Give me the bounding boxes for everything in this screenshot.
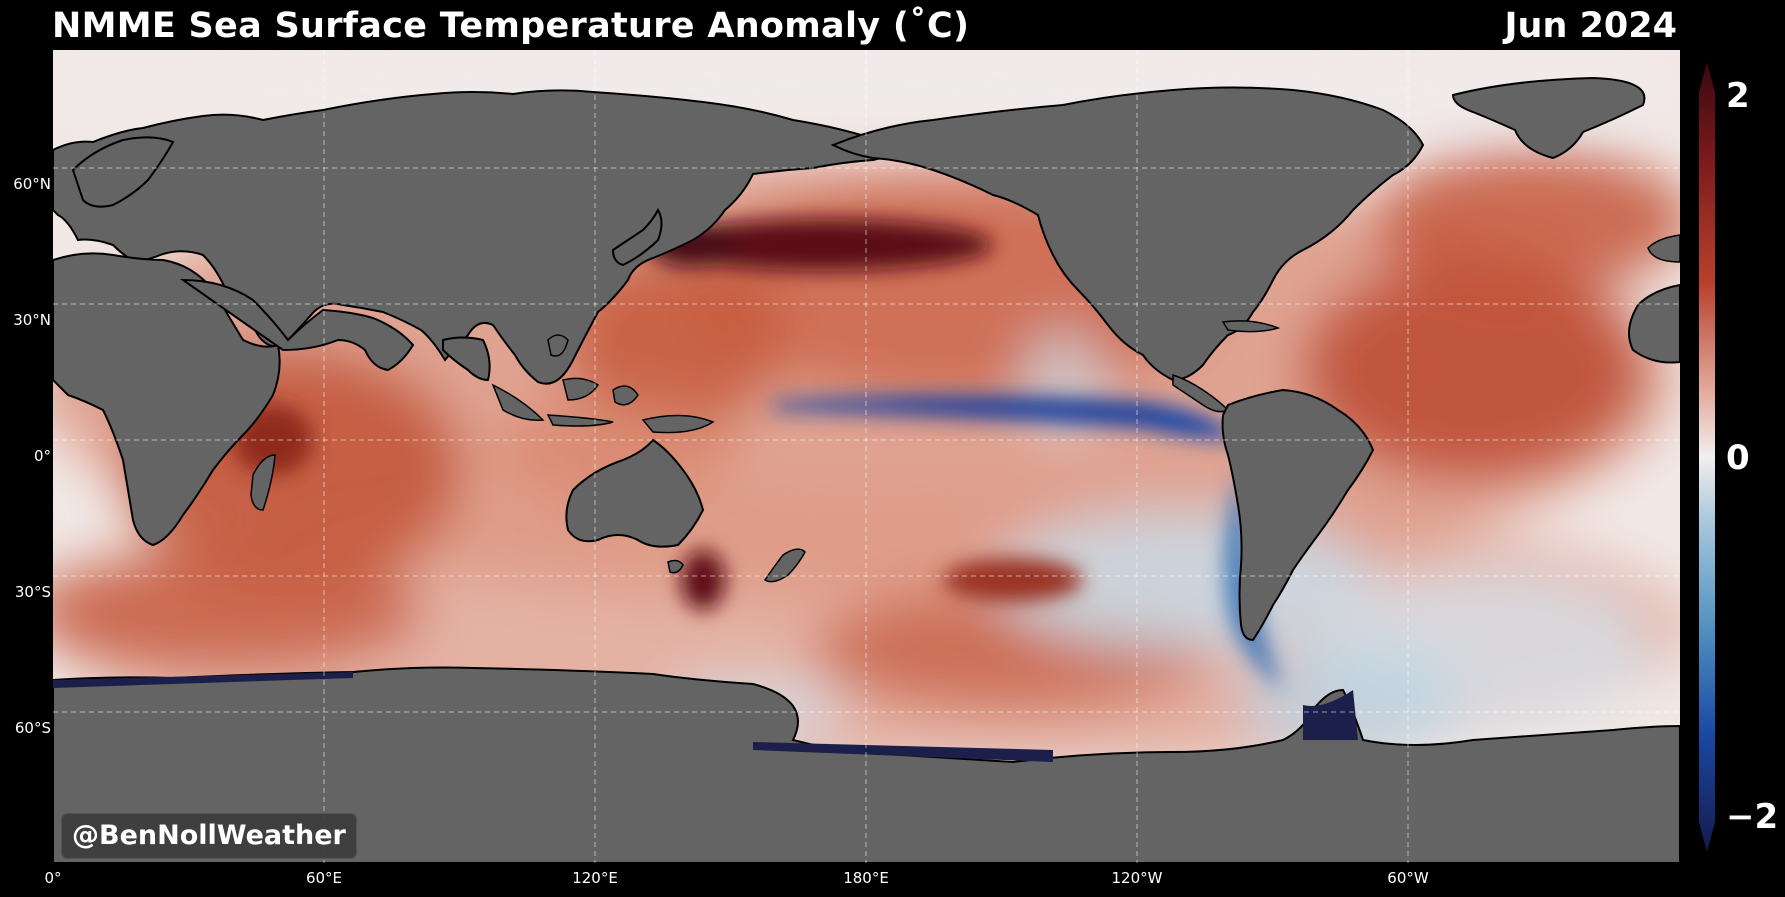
greenland [1451, 76, 1646, 160]
arabia-india [179, 278, 415, 372]
lat-label-30s: 30°S [14, 583, 51, 601]
japan [611, 207, 663, 267]
lat-label-30n: 30°N [13, 311, 51, 329]
north-america [830, 86, 1425, 382]
lon-label-0: 0° [44, 869, 62, 887]
antarctic-ice-band [53, 672, 1358, 740]
maritime-continent [491, 334, 715, 434]
new-zealand [763, 548, 806, 583]
iberia-east-edge [1647, 234, 1680, 263]
lat-label-60n: 60°N [13, 175, 51, 193]
graticule [53, 50, 1680, 863]
madagascar [250, 454, 276, 511]
colorbar-max-label: 2 [1726, 76, 1750, 116]
scandinavia [71, 136, 175, 208]
indochina [442, 336, 491, 382]
author-watermark: @BenNollWeather [61, 813, 357, 859]
caribbean-islands [1221, 320, 1281, 333]
colorbar [1699, 62, 1715, 852]
australia [565, 438, 705, 548]
africa [53, 252, 281, 547]
antarctic-ice-band-east [753, 742, 1053, 762]
tasmania [667, 559, 684, 574]
colorbar-min-label: −2 [1726, 797, 1779, 837]
lat-label-equator: 0° [33, 447, 51, 465]
sst-anomaly-map [53, 50, 1680, 863]
colorbar-zero-label: 0 [1726, 438, 1750, 478]
lat-label-60s: 60°S [14, 719, 51, 737]
lon-label-120w: 120°W [1111, 869, 1163, 887]
map-canvas [53, 50, 1680, 863]
lon-label-60w: 60°W [1387, 869, 1429, 887]
forecast-date: Jun 2024 [1504, 6, 1677, 46]
lon-label-180: 180°E [843, 869, 889, 887]
map-title: NMME Sea Surface Temperature Anomaly (˚C… [52, 6, 970, 46]
lon-label-120e: 120°E [572, 869, 618, 887]
lon-label-60e: 60°E [305, 869, 343, 887]
south-america [1221, 388, 1375, 642]
